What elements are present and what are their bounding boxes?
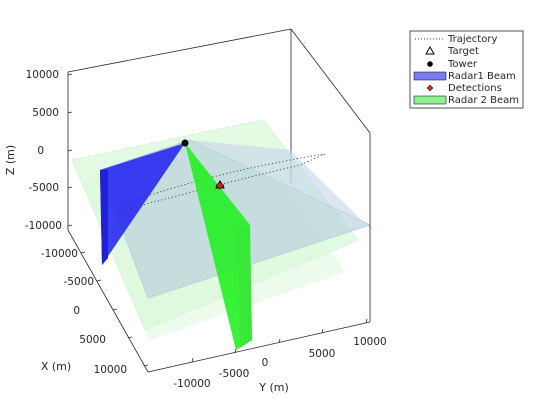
z-tick-label: 5000 — [32, 107, 59, 119]
x-tick-label: 5000 — [79, 334, 106, 346]
x-tick-label: -10000 — [41, 248, 78, 260]
radar2-beam-edge — [238, 225, 252, 348]
z-tick-label: -10000 — [25, 220, 62, 232]
z-tick-label: 0 — [37, 145, 44, 157]
z-tick-label: 10000 — [26, 69, 59, 81]
y-tick-label: -5000 — [219, 368, 250, 380]
legend-radar2-swatch — [413, 95, 447, 105]
legend: Trajectory Target Tower Radar1 Beam Dete… — [409, 30, 524, 109]
x-tick-label: 10000 — [94, 364, 127, 376]
y-tick-label: 0 — [262, 357, 269, 369]
y-tick-label: -10000 — [173, 378, 210, 390]
legend-radar1-swatch — [413, 71, 447, 81]
x-axis-ticks — [80, 251, 149, 367]
radar1-coverage-edge — [190, 140, 374, 232]
y-tick-label: 5000 — [309, 348, 336, 360]
legend-label: Target — [447, 46, 479, 57]
legend-label: Trajectory — [447, 34, 497, 45]
legend-label: Tower — [447, 59, 478, 70]
legend-tower-circle-icon — [427, 61, 433, 67]
z-axis-label: Z (m) — [4, 145, 17, 175]
legend-label: Radar1 Beam — [448, 71, 516, 82]
z-tick-label: -5000 — [28, 182, 59, 194]
legend-label: Detections — [448, 83, 502, 94]
legend-target-triangle-icon — [425, 45, 435, 55]
tower-marker — [181, 139, 189, 147]
z-axis-ticks — [67, 73, 73, 227]
legend-detection-diamond-icon — [426, 84, 434, 92]
x-tick-label: 0 — [73, 305, 80, 317]
x-axis-label: X (m) — [41, 360, 71, 373]
radar1-beam-patch — [100, 143, 185, 265]
radar2-beam-patch — [185, 143, 252, 350]
y-axis-ticks — [191, 318, 368, 363]
radar1-beam-edge — [100, 170, 108, 265]
y-axis-label: Y (m) — [258, 381, 289, 394]
x-tick-label: -5000 — [63, 276, 94, 288]
detection-marker — [215, 181, 225, 190]
legend-label: Radar 2 Beam — [448, 95, 519, 106]
y-tick-label: 10000 — [353, 336, 386, 348]
